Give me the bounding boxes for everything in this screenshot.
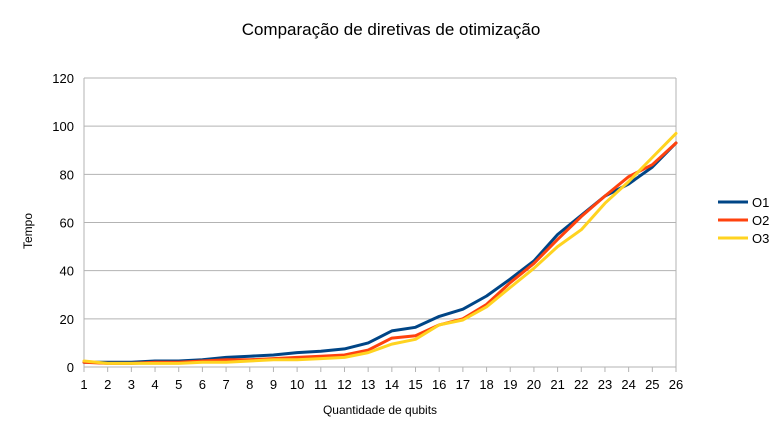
y-tick-label: 120 <box>52 71 74 86</box>
x-tick-label: 19 <box>503 377 517 392</box>
x-tick-label: 12 <box>337 377 351 392</box>
x-tick-label: 23 <box>598 377 612 392</box>
x-tick-label: 6 <box>199 377 206 392</box>
x-tick-label: 18 <box>479 377 493 392</box>
x-tick-label: 20 <box>527 377 541 392</box>
x-tick-label: 9 <box>270 377 277 392</box>
series-lines <box>82 131 678 365</box>
x-tick-label: 13 <box>361 377 375 392</box>
x-axis-label: Quantidade de qubits <box>323 403 437 417</box>
x-tick-labels: 1 2 3 4 5 6 7 8 9 10 11 12 13 14 15 16 17 18 19 20 21 22 23 24 2… <box>80 377 683 392</box>
legend-label-o3: O3 <box>752 231 769 246</box>
x-tick-label: 3 <box>128 377 135 392</box>
series-line-o3 <box>82 131 678 365</box>
legend-label-o1: O1 <box>752 195 769 210</box>
x-tick-label: 15 <box>408 377 422 392</box>
y-tick-label: 20 <box>60 312 74 327</box>
x-tick-label: 8 <box>246 377 253 392</box>
x-tick-label: 7 <box>222 377 229 392</box>
y-tick-label: 60 <box>60 216 74 231</box>
y-tick-label: 80 <box>60 167 74 182</box>
x-tick-label: 17 <box>456 377 470 392</box>
x-tick-label: 26 <box>669 377 683 392</box>
x-tick-label: 25 <box>645 377 659 392</box>
y-tick-labels: 0 20 40 60 80 100 120 <box>52 71 74 375</box>
x-tick-label: 14 <box>385 377 399 392</box>
x-tick-label: 22 <box>574 377 588 392</box>
x-tick-label: 11 <box>314 377 328 392</box>
y-tick-label: 0 <box>67 360 74 375</box>
chart-title: Comparação de diretivas de otimização <box>242 20 541 39</box>
x-tick-label: 2 <box>104 377 111 392</box>
grid <box>83 77 677 372</box>
x-tick-label: 16 <box>432 377 446 392</box>
series-line-o2 <box>82 141 678 365</box>
x-tick-label: 5 <box>175 377 182 392</box>
x-tick-label: 1 <box>80 377 87 392</box>
x-tick-label: 4 <box>151 377 158 392</box>
legend-label-o2: O2 <box>752 213 769 228</box>
x-tick-label: 10 <box>290 377 304 392</box>
x-tick-label: 21 <box>550 377 564 392</box>
x-tick-label: 24 <box>621 377 635 392</box>
y-axis-label: Tempo <box>21 213 35 249</box>
series-line-o1 <box>82 141 678 364</box>
y-tick-label: 100 <box>52 119 74 134</box>
legend: O1 O2 O3 <box>718 195 769 246</box>
y-tick-label: 40 <box>60 264 74 279</box>
